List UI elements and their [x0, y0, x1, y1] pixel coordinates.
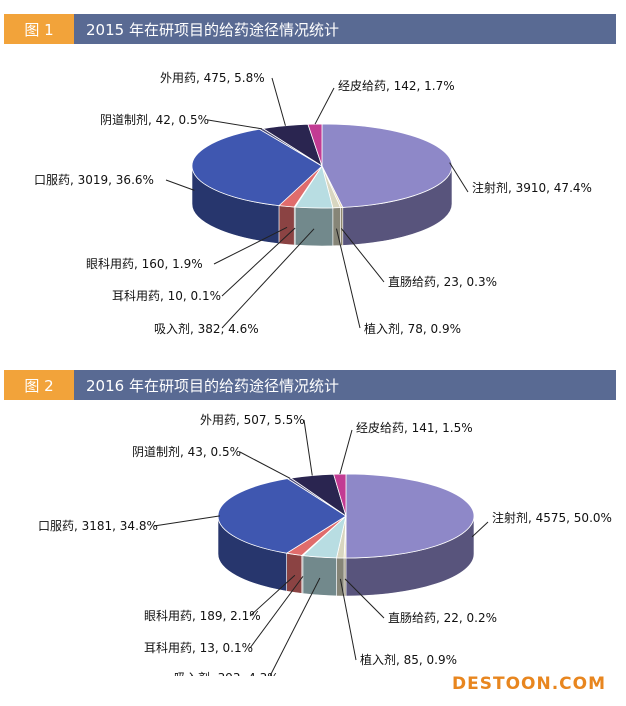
leader-line: [339, 578, 357, 661]
slice-label: 阴道制剂, 42, 0.5%: [100, 112, 209, 127]
pie-side-眼科用药: [278, 205, 295, 246]
slice-label: 注射剂, 4575, 50.0%: [492, 510, 612, 525]
leader-line: [249, 574, 296, 617]
leader-line: [221, 227, 296, 297]
figure-badge: 图 1: [4, 14, 74, 44]
slice-label: 吸入剂, 382, 4.6%: [154, 321, 259, 336]
slice-label: 外用药, 507, 5.5%: [200, 413, 305, 427]
chart-title: 2015 年在研项目的给药途径情况统计: [74, 14, 616, 44]
slice-label: 植入剂, 78, 0.9%: [364, 321, 461, 336]
pie-slices: [191, 123, 453, 209]
slice-label: 口服药, 3019, 36.6%: [34, 173, 154, 187]
leader-line: [339, 429, 353, 475]
leader-line: [239, 451, 291, 479]
pie-side-直肠给药: [340, 207, 344, 246]
pie-side-walls: [191, 165, 453, 247]
chart-title: 2016 年在研项目的给药途径情况统计: [74, 370, 616, 400]
slice-label: 经皮给药, 142, 1.7%: [338, 79, 455, 93]
pie-labels: 注射剂, 3910, 47.4% 直肠给药, 23, 0.3% 植入剂, 78, 0…: [34, 71, 592, 336]
leader-line: [269, 577, 321, 677]
pie-side-眼科用药: [286, 552, 303, 594]
pie-side-吸入剂: [302, 555, 337, 597]
leader-line: [271, 77, 286, 126]
figure-badge: 图 2: [4, 370, 74, 400]
slice-label: 直肠给药, 22, 0.2%: [388, 611, 497, 625]
leader-line: [449, 162, 469, 193]
slice-label: 眼科用药, 160, 1.9%: [86, 257, 203, 271]
leader-line: [221, 228, 315, 329]
pie-plot-area: 注射剂, 4575, 50.0% 直肠给药, 22, 0.2% 植入剂, 85, 0…: [4, 400, 616, 685]
pie-chart: 注射剂, 4575, 50.0% 直肠给药, 22, 0.2% 植入剂, 85, 0…: [38, 413, 612, 685]
slice-label: 阴道制剂, 43, 0.5%: [132, 444, 241, 459]
slice-label: 外用药, 475, 5.8%: [160, 71, 265, 85]
pie-side-吸入剂: [294, 206, 334, 247]
slice-label: 经皮给药, 141, 1.5%: [356, 421, 473, 435]
pie-slice-注射剂: [345, 473, 475, 559]
slice-label: 耳科用药, 13, 0.1%: [144, 641, 253, 655]
leader-line: [314, 87, 335, 125]
leader-line: [213, 226, 288, 265]
pie-chart: 注射剂, 3910, 47.4% 直肠给药, 23, 0.3% 植入剂, 78, 0…: [34, 71, 592, 336]
leader-line: [471, 521, 489, 538]
pie-slice-经皮给药: [307, 123, 323, 167]
watermark-text: DESTOON.COM: [452, 674, 606, 694]
leader-line: [344, 578, 385, 619]
chart-panel-2: 图 2 2016 年在研项目的给药途径情况统计 注射剂, 4575, 50.0%…: [4, 370, 616, 685]
pie-labels: 注射剂, 4575, 50.0% 直肠给药, 22, 0.2% 植入剂, 85, 0…: [38, 413, 612, 685]
slice-label: 眼科用药, 189, 2.1%: [144, 609, 261, 623]
pie-slice-注射剂: [321, 123, 453, 208]
slice-label: 口服药, 3181, 34.8%: [38, 519, 158, 533]
slice-label: 植入剂, 85, 0.9%: [360, 652, 457, 667]
pie-plot-area: 注射剂, 3910, 47.4% 直肠给药, 23, 0.3% 植入剂, 78, 0…: [4, 44, 616, 358]
chart-panel-1: 图 1 2015 年在研项目的给药途径情况统计 注射剂, 3910, 47.4%…: [4, 14, 616, 354]
leader-line: [249, 576, 304, 649]
pie-slices: [217, 473, 475, 559]
leader-line: [340, 228, 385, 283]
slice-label: 直肠给药, 23, 0.3%: [388, 275, 497, 289]
pie-slice-口服药: [191, 128, 323, 207]
leader-line: [207, 119, 263, 130]
leader-line: [153, 515, 220, 527]
leader-line: [165, 179, 195, 191]
pie-slice-经皮给药: [333, 473, 347, 517]
pie-side-walls: [217, 515, 475, 597]
chart-header: 图 1 2015 年在研项目的给药途径情况统计: [4, 14, 616, 44]
slice-label: 注射剂, 3910, 47.4%: [472, 180, 592, 195]
slice-label: 吸入剂, 393, 4.3%: [174, 670, 279, 676]
slice-label: 耳科用药, 10, 0.1%: [112, 289, 221, 303]
leader-line: [335, 228, 361, 329]
chart-header: 图 2 2016 年在研项目的给药途径情况统计: [4, 370, 616, 400]
leader-line: [303, 419, 313, 476]
